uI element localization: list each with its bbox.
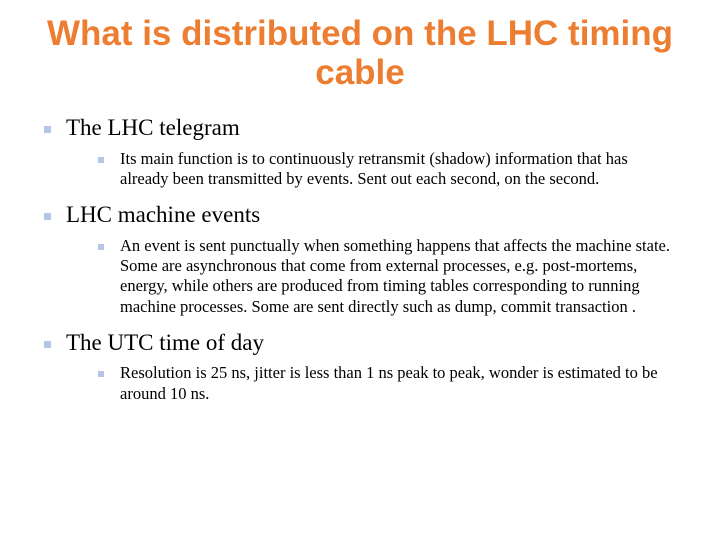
list-subitem: Its main function is to continuously ret… xyxy=(66,149,680,189)
list-item: The UTC time of day Resolution is 25 ns,… xyxy=(40,329,680,404)
slide-title: What is distributed on the LHC timing ca… xyxy=(40,14,680,92)
list-item-label: The LHC telegram xyxy=(66,115,240,140)
bullet-list-lvl2: An event is sent punctually when somethi… xyxy=(66,236,680,317)
slide: What is distributed on the LHC timing ca… xyxy=(0,0,720,540)
list-item: The LHC telegram Its main function is to… xyxy=(40,114,680,189)
list-subitem: Resolution is 25 ns, jitter is less than… xyxy=(66,363,680,403)
list-item-label: LHC machine events xyxy=(66,202,260,227)
list-item: LHC machine events An event is sent punc… xyxy=(40,201,680,316)
bullet-list-lvl2: Its main function is to continuously ret… xyxy=(66,149,680,189)
bullet-list-lvl1: The LHC telegram Its main function is to… xyxy=(40,114,680,403)
bullet-list-lvl2: Resolution is 25 ns, jitter is less than… xyxy=(66,363,680,403)
list-subitem: An event is sent punctually when somethi… xyxy=(66,236,680,317)
list-item-label: The UTC time of day xyxy=(66,330,264,355)
